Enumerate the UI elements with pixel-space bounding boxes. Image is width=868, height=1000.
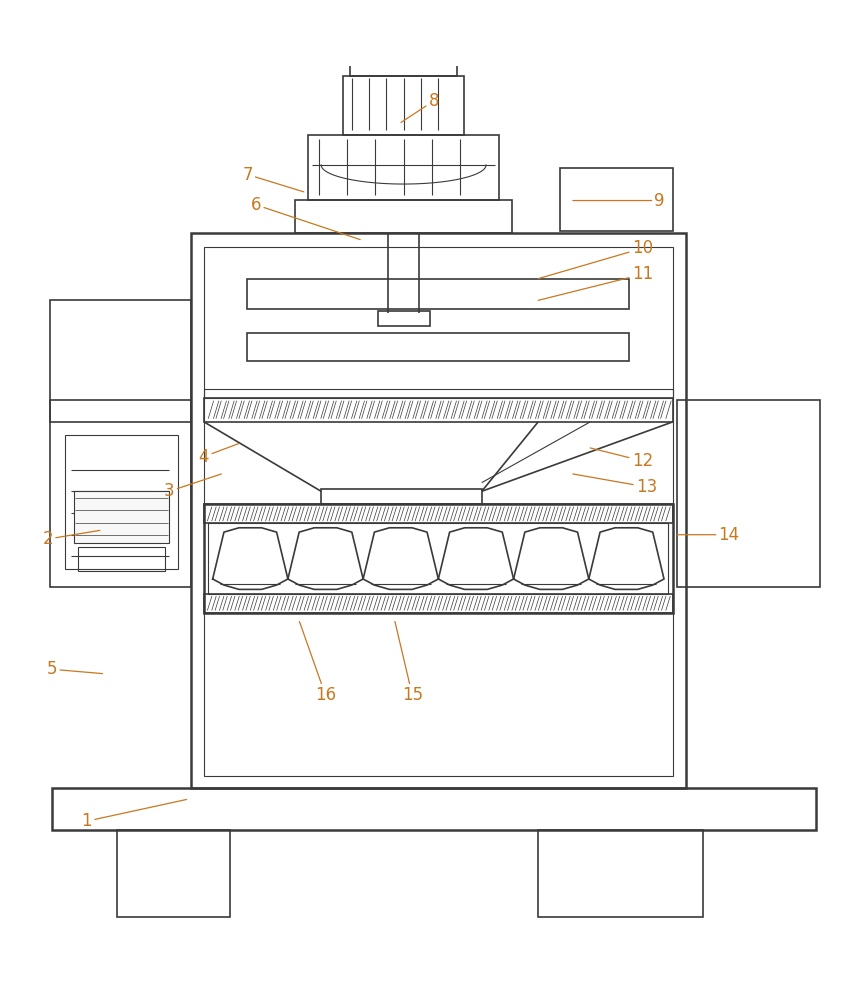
Text: 16: 16 <box>299 622 336 704</box>
Text: 7: 7 <box>242 165 304 192</box>
Text: 5: 5 <box>47 660 102 678</box>
Bar <box>50 300 191 422</box>
Bar <box>52 788 816 830</box>
Bar <box>350 56 457 76</box>
Bar <box>65 435 178 569</box>
Bar <box>191 233 686 788</box>
Text: 4: 4 <box>199 444 239 466</box>
Bar <box>204 504 673 613</box>
Text: 8: 8 <box>401 92 439 122</box>
Bar <box>343 76 464 135</box>
Bar <box>538 830 703 917</box>
Bar <box>321 489 482 504</box>
Bar <box>204 247 673 776</box>
Text: 3: 3 <box>164 474 221 500</box>
Text: 11: 11 <box>538 265 653 300</box>
Text: 10: 10 <box>538 239 653 279</box>
Bar <box>247 333 629 361</box>
Bar <box>208 523 668 594</box>
Bar <box>308 135 499 200</box>
Text: 15: 15 <box>395 622 423 704</box>
Text: 2: 2 <box>43 530 100 548</box>
Bar <box>295 200 512 233</box>
Bar <box>204 594 673 613</box>
Bar <box>204 398 673 422</box>
Text: 14: 14 <box>677 526 740 544</box>
Bar <box>50 400 191 587</box>
Bar <box>117 830 230 917</box>
Text: 13: 13 <box>573 474 657 496</box>
Bar <box>560 168 673 231</box>
Bar <box>677 400 820 587</box>
Bar <box>74 491 169 543</box>
Bar <box>378 311 430 326</box>
Bar <box>204 389 673 398</box>
Text: 6: 6 <box>251 196 360 240</box>
Bar <box>78 547 165 571</box>
Bar <box>204 504 673 523</box>
Text: 1: 1 <box>82 799 187 830</box>
Text: 9: 9 <box>573 192 665 210</box>
Bar <box>247 279 629 309</box>
Text: 12: 12 <box>590 448 653 470</box>
